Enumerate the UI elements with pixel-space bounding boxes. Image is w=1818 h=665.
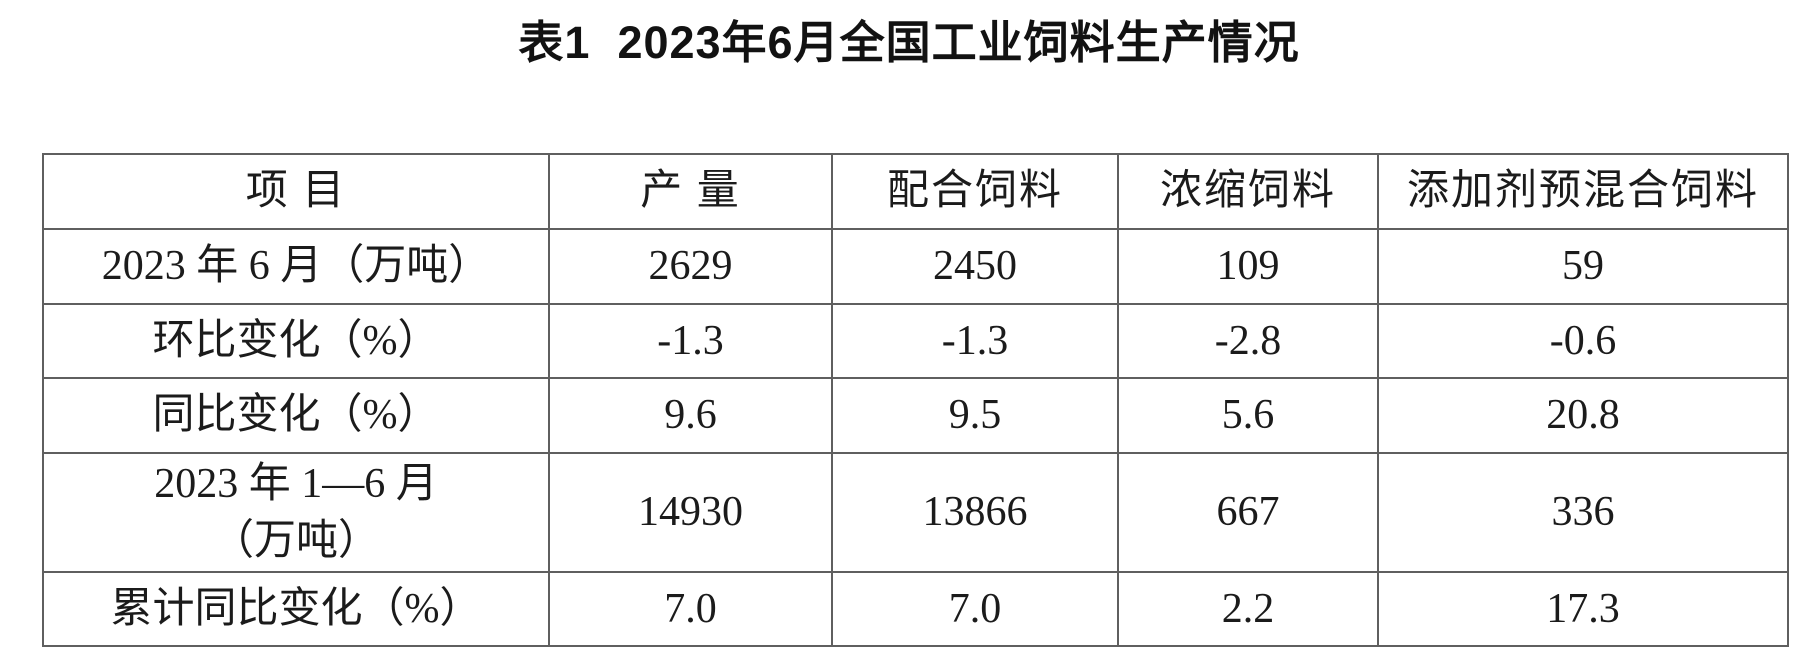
table-cell: -1.3	[548, 303, 833, 379]
page-title: 表1 2023年6月全国工业饲料生产情况	[518, 17, 1300, 68]
row-label: 累计同比变化（%）	[42, 571, 550, 647]
row-label: 2023 年 6 月（万吨）	[42, 228, 550, 305]
table-cell: -0.6	[1377, 303, 1789, 379]
table-cell: 7.0	[831, 571, 1119, 647]
table-cell: 7.0	[548, 571, 833, 647]
table-cell: -2.8	[1117, 303, 1379, 379]
column-header-additive: 添加剂预混合饲料	[1377, 153, 1789, 230]
table-cell: 14930	[548, 452, 833, 573]
column-header-output: 产 量	[548, 153, 833, 230]
table-header-row: 项 目 产 量 配合饲料 浓缩饲料 添加剂预混合饲料	[42, 153, 1789, 230]
table-cell: 2.2	[1117, 571, 1379, 647]
column-header-compound: 配合饲料	[831, 153, 1119, 230]
row-label: 同比变化（%）	[42, 377, 550, 454]
column-header-item: 项 目	[42, 153, 550, 230]
table-cell: 59	[1377, 228, 1789, 305]
table-row: 2023 年 1—6 月 （万吨） 14930 13866 667 336	[42, 452, 1789, 573]
table-row: 环比变化（%） -1.3 -1.3 -2.8 -0.6	[42, 303, 1789, 379]
row-label: 环比变化（%）	[42, 303, 550, 379]
table-cell: 17.3	[1377, 571, 1789, 647]
table-cell: 109	[1117, 228, 1379, 305]
table-cell: -1.3	[831, 303, 1119, 379]
feed-production-table: 项 目 产 量 配合饲料 浓缩饲料 添加剂预混合饲料 2023 年 6 月（万吨…	[42, 153, 1789, 647]
row-label: 2023 年 1—6 月 （万吨）	[42, 452, 550, 573]
column-header-concentrate: 浓缩饲料	[1117, 153, 1379, 230]
table-cell: 2450	[831, 228, 1119, 305]
table-cell: 20.8	[1377, 377, 1789, 454]
table-cell: 9.6	[548, 377, 833, 454]
table-cell: 2629	[548, 228, 833, 305]
table-cell: 667	[1117, 452, 1379, 573]
table-row: 同比变化（%） 9.6 9.5 5.6 20.8	[42, 377, 1789, 454]
table-row: 累计同比变化（%） 7.0 7.0 2.2 17.3	[42, 571, 1789, 647]
table-cell: 13866	[831, 452, 1119, 573]
table-cell: 336	[1377, 452, 1789, 573]
table-cell: 9.5	[831, 377, 1119, 454]
table-row: 2023 年 6 月（万吨） 2629 2450 109 59	[42, 228, 1789, 305]
table-cell: 5.6	[1117, 377, 1379, 454]
